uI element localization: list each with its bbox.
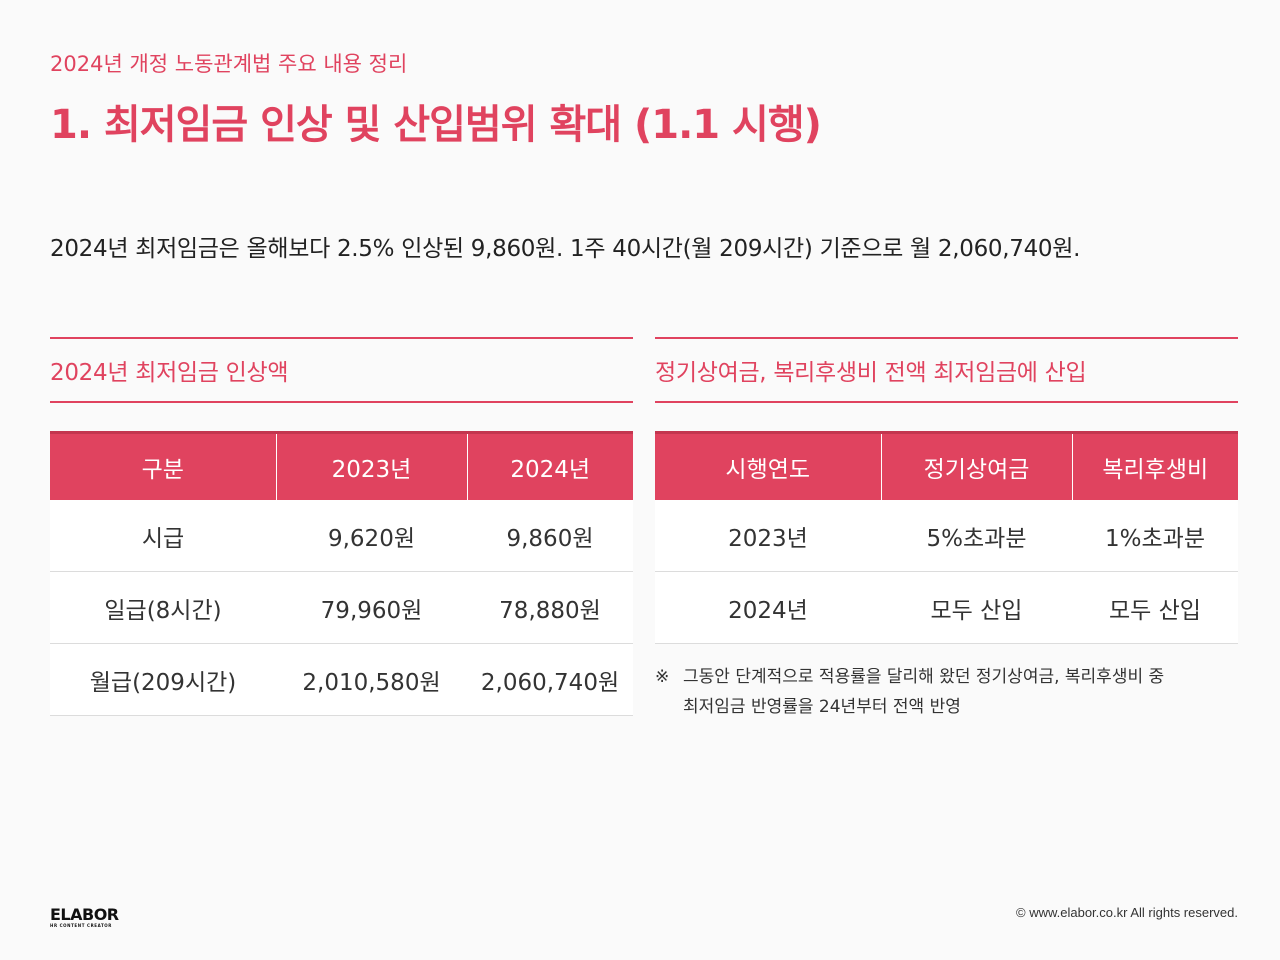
- table-cell: 2,010,580원: [276, 643, 467, 716]
- logo-tagline: HR CONTENT CREATOR: [50, 923, 112, 928]
- column-header: 2024년: [466, 431, 633, 500]
- minimum-wage-section: 2024년 최저임금 인상액 구분 2023년 2024년 시급 9,620원 …: [50, 337, 633, 716]
- table-cell: 5%초과분: [881, 500, 1072, 572]
- footnote: ※ 그동안 단계적으로 적용률을 달리해 왔던 정기상여금, 복리후생비 중 최…: [655, 662, 1238, 722]
- column-header: 2023년: [275, 431, 467, 500]
- section-heading: 2024년 최저임금 인상액: [50, 337, 633, 403]
- column-header: 시행연도: [655, 431, 881, 500]
- footnote-line: 그동안 단계적으로 적용률을 달리해 왔던 정기상여금, 복리후생비 중: [683, 667, 1165, 687]
- elabor-logo: ELABOR HR CONTENT CREATOR: [50, 905, 119, 928]
- table-cell: 78,880원: [467, 571, 633, 644]
- table-cell: 9,620원: [276, 500, 467, 572]
- inclusion-scope-table: 시행연도 정기상여금 복리후생비 2023년 5%초과분 1%초과분 2024년…: [655, 431, 1238, 644]
- footnote-line: 최저임금 반영률을 24년부터 전액 반영: [683, 697, 961, 717]
- column-header: 정기상여금: [880, 431, 1072, 500]
- table-cell: 시급: [50, 500, 276, 572]
- table-row: 일급(8시간) 79,960원 78,880원: [50, 571, 633, 644]
- section-heading: 정기상여금, 복리후생비 전액 최저임금에 산입: [655, 337, 1238, 403]
- intro-text: 2024년 최저임금은 올해보다 2.5% 인상된 9,860원. 1주 40시…: [50, 236, 1081, 262]
- table-row: 2023년 5%초과분 1%초과분: [655, 500, 1238, 572]
- table-cell: 월급(209시간): [50, 643, 276, 716]
- table-cell: 모두 산입: [881, 571, 1072, 644]
- inclusion-scope-section: 정기상여금, 복리후생비 전액 최저임금에 산입 시행연도 정기상여금 복리후생…: [655, 337, 1238, 722]
- table-cell: 9,860원: [467, 500, 633, 572]
- page-title: 1. 최저임금 인상 및 산입범위 확대 (1.1 시행): [50, 102, 822, 148]
- table-row: 월급(209시간) 2,010,580원 2,060,740원: [50, 643, 633, 716]
- table-cell: 2,060,740원: [467, 643, 633, 716]
- footnote-text: 그동안 단계적으로 적용률을 달리해 왔던 정기상여금, 복리후생비 중 최저임…: [683, 662, 1164, 722]
- table-cell: 일급(8시간): [50, 571, 276, 644]
- table-cell: 1%초과분: [1072, 500, 1238, 572]
- doc-subtitle: 2024년 개정 노동관계법 주요 내용 정리: [50, 52, 408, 76]
- table-cell: 79,960원: [276, 571, 467, 644]
- table-row: 2024년 모두 산입 모두 산입: [655, 571, 1238, 644]
- table-cell: 2024년: [655, 571, 881, 644]
- column-header: 복리후생비: [1071, 431, 1238, 500]
- table-row: 시급 9,620원 9,860원: [50, 500, 633, 572]
- table-header-row: 시행연도 정기상여금 복리후생비: [655, 431, 1238, 500]
- table-header-row: 구분 2023년 2024년: [50, 431, 633, 500]
- copyright-text: © www.elabor.co.kr All rights reserved.: [1016, 905, 1238, 920]
- table-cell: 모두 산입: [1072, 571, 1238, 644]
- logo-wordmark: ELABOR: [50, 905, 119, 924]
- table-cell: 2023년: [655, 500, 881, 572]
- reference-mark-icon: ※: [655, 667, 670, 687]
- minimum-wage-table: 구분 2023년 2024년 시급 9,620원 9,860원 일급(8시간) …: [50, 431, 633, 716]
- column-header: 구분: [50, 431, 276, 500]
